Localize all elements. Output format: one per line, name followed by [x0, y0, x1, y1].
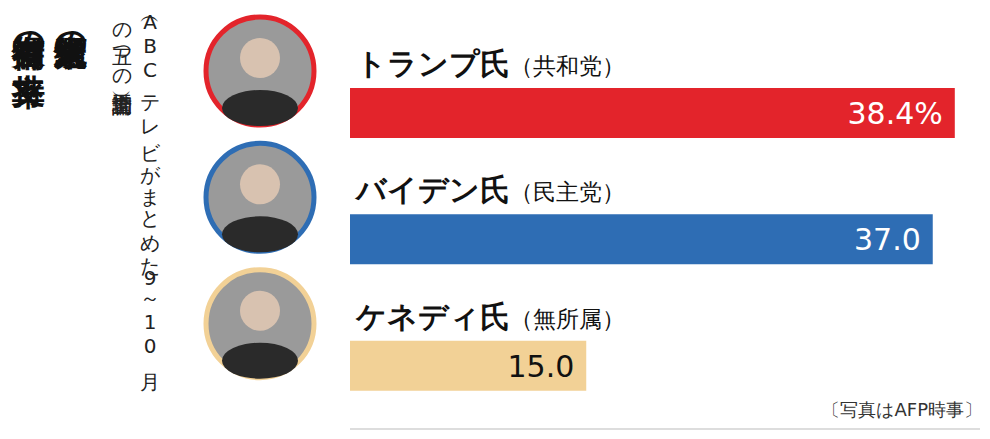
svg-text:38.4%: 38.4% — [847, 96, 942, 131]
svg-text:37.0: 37.0 — [854, 222, 921, 257]
html-text:米大統領選の: 米大統領選の — [52, 10, 91, 48]
svg-text:バイデン氏（民主党）: バイデン氏（民主党） — [354, 172, 625, 207]
svg-text:トランプ氏（共和党）: トランプ氏（共和党） — [356, 46, 625, 81]
html-text:（ABCテレビがまとめた9～10月: （ABCテレビがまとめた9～10月 — [138, 10, 162, 358]
html-text:〔写真はAFP時事〕: 〔写真はAFP時事〕 — [822, 399, 982, 420]
html-text:の五つの世論調査平均）: の五つの世論調査平均） — [110, 10, 134, 79]
html-text:有力候補者の支持率: 有力候補者の支持率 — [10, 10, 49, 48]
svg-text:15.0: 15.0 — [507, 349, 574, 384]
svg-text:ケネディ氏（無所属）: ケネディ氏（無所属） — [355, 299, 625, 334]
